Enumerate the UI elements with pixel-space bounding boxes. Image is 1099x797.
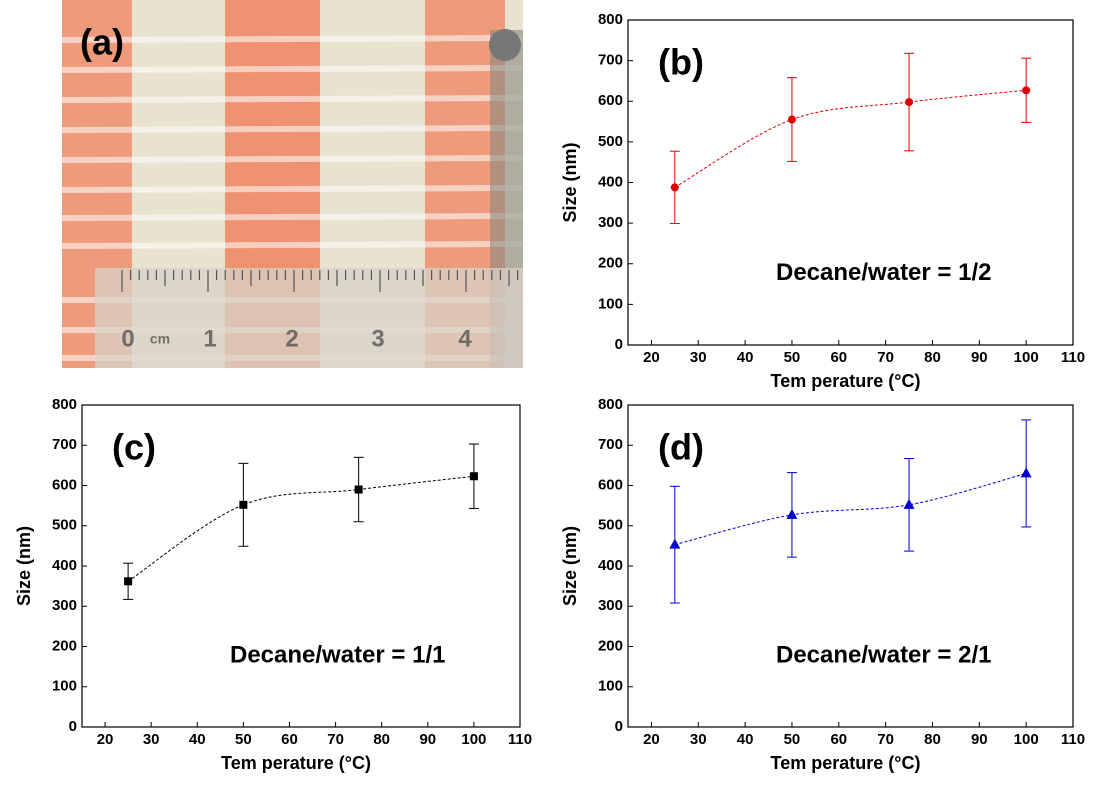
data-point bbox=[1020, 467, 1032, 478]
y-tick-label: 100 bbox=[598, 295, 623, 312]
y-tick-label: 600 bbox=[598, 476, 623, 493]
y-tick-label: 100 bbox=[52, 678, 77, 695]
y-tick-label: 500 bbox=[52, 517, 77, 534]
x-tick-label: 50 bbox=[784, 731, 801, 748]
y-tick-label: 200 bbox=[52, 637, 77, 654]
ruler-label: 2 bbox=[285, 325, 298, 352]
x-axis-title: Tem perature (°C) bbox=[221, 753, 371, 773]
ruler-label: 4 bbox=[458, 325, 472, 352]
y-axis-title: Size (nm) bbox=[560, 142, 580, 222]
y-tick-label: 700 bbox=[598, 52, 623, 69]
y-tick-label: 300 bbox=[598, 214, 623, 231]
x-tick-label: 100 bbox=[1014, 731, 1039, 748]
fitting bbox=[489, 29, 521, 61]
x-tick-label: 50 bbox=[784, 349, 801, 366]
x-tick-label: 110 bbox=[1061, 349, 1085, 366]
y-tick-label: 500 bbox=[598, 517, 623, 534]
x-tick-label: 60 bbox=[830, 731, 847, 748]
y-tick-label: 200 bbox=[598, 255, 623, 272]
data-point bbox=[124, 577, 133, 586]
trend-line bbox=[674, 89, 1027, 188]
photo: (a) bbox=[61, 0, 524, 368]
y-tick-label: 300 bbox=[598, 597, 623, 614]
y-tick-label: 400 bbox=[598, 557, 623, 574]
y-tick-label: 0 bbox=[615, 718, 623, 735]
x-tick-label: 90 bbox=[419, 731, 436, 748]
x-tick-label: 70 bbox=[877, 349, 894, 366]
y-tick-label: 400 bbox=[52, 557, 77, 574]
x-tick-label: 30 bbox=[143, 731, 160, 748]
data-point bbox=[787, 115, 796, 124]
x-tick-label: 110 bbox=[508, 731, 532, 748]
y-tick-label: 600 bbox=[52, 476, 77, 493]
ruler-label: 3 bbox=[371, 325, 384, 352]
y-tick-label: 800 bbox=[598, 11, 623, 28]
panel-label: (a) bbox=[80, 22, 124, 63]
annotation: Decane/water = 1/2 bbox=[776, 259, 991, 286]
y-tick-label: 800 bbox=[52, 396, 77, 413]
ruler-label: 0 bbox=[121, 325, 134, 352]
x-axis-title: Tem perature (°C) bbox=[771, 371, 921, 391]
y-tick-label: 0 bbox=[615, 336, 623, 353]
x-tick-label: 80 bbox=[924, 731, 941, 748]
x-tick-label: 60 bbox=[830, 349, 847, 366]
ruler-label: 1 bbox=[203, 325, 216, 352]
x-tick-label: 110 bbox=[1061, 731, 1085, 748]
y-tick-label: 800 bbox=[598, 396, 623, 413]
x-tick-label: 40 bbox=[189, 731, 206, 748]
panel-label: (b) bbox=[658, 42, 704, 83]
data-point bbox=[670, 183, 679, 192]
x-tick-label: 70 bbox=[877, 731, 894, 748]
ruler-label: cm bbox=[150, 331, 170, 347]
x-tick-label: 80 bbox=[373, 731, 390, 748]
data-point bbox=[786, 508, 798, 519]
x-tick-label: 100 bbox=[461, 731, 486, 748]
annotation: Decane/water = 2/1 bbox=[776, 642, 991, 669]
trend-line bbox=[674, 472, 1027, 546]
y-tick-label: 600 bbox=[598, 92, 623, 109]
y-tick-label: 100 bbox=[598, 678, 623, 695]
x-tick-label: 20 bbox=[643, 731, 660, 748]
y-tick-label: 0 bbox=[69, 718, 77, 735]
y-tick-label: 500 bbox=[598, 133, 623, 150]
data-point bbox=[469, 472, 478, 481]
annotation: Decane/water = 1/1 bbox=[230, 642, 445, 669]
x-tick-label: 20 bbox=[643, 349, 660, 366]
x-tick-label: 40 bbox=[737, 731, 754, 748]
x-axis-title: Tem perature (°C) bbox=[771, 753, 921, 773]
y-tick-label: 200 bbox=[598, 637, 623, 654]
data-point bbox=[354, 485, 363, 494]
y-tick-label: 400 bbox=[598, 173, 623, 190]
data-point bbox=[239, 500, 248, 509]
x-tick-label: 40 bbox=[737, 349, 754, 366]
x-tick-label: 50 bbox=[235, 731, 252, 748]
ruler-ticks bbox=[121, 270, 519, 292]
x-tick-label: 20 bbox=[97, 731, 114, 748]
x-tick-label: 90 bbox=[971, 349, 988, 366]
x-tick-label: 30 bbox=[690, 731, 707, 748]
y-axis-title: Size (nm) bbox=[560, 526, 580, 606]
x-tick-label: 90 bbox=[971, 731, 988, 748]
ruler bbox=[95, 268, 523, 368]
y-tick-label: 700 bbox=[598, 436, 623, 453]
x-tick-label: 80 bbox=[924, 349, 941, 366]
x-tick-label: 60 bbox=[281, 731, 298, 748]
panel-label: (d) bbox=[658, 427, 704, 468]
data-point bbox=[669, 538, 681, 549]
data-point bbox=[1022, 86, 1031, 95]
panel-label: (c) bbox=[112, 427, 156, 468]
x-tick-label: 70 bbox=[327, 731, 344, 748]
x-tick-label: 30 bbox=[690, 349, 707, 366]
data-point bbox=[903, 498, 915, 509]
y-axis-title: Size (nm) bbox=[14, 526, 34, 606]
y-tick-label: 700 bbox=[52, 436, 77, 453]
y-tick-label: 300 bbox=[52, 597, 77, 614]
x-tick-label: 100 bbox=[1014, 349, 1039, 366]
data-point bbox=[905, 98, 914, 107]
trend-line bbox=[127, 475, 474, 582]
